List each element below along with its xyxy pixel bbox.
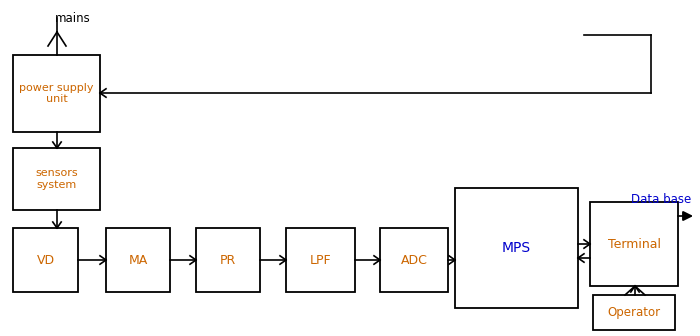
- Bar: [593, 295, 675, 330]
- Bar: [196, 228, 260, 292]
- Text: ADC: ADC: [400, 253, 428, 266]
- Bar: [590, 202, 678, 286]
- Text: PR: PR: [220, 253, 236, 266]
- Text: power supply
unit: power supply unit: [20, 83, 94, 104]
- Text: sensors
system: sensors system: [35, 168, 78, 190]
- Text: MPS: MPS: [502, 241, 531, 255]
- Bar: [380, 228, 448, 292]
- Text: Data base: Data base: [631, 193, 691, 206]
- Bar: [13, 228, 78, 292]
- Text: LPF: LPF: [309, 253, 331, 266]
- Text: Operator: Operator: [608, 306, 661, 319]
- Bar: [286, 228, 355, 292]
- Bar: [13, 148, 100, 210]
- Text: mains: mains: [55, 12, 91, 25]
- Text: Terminal: Terminal: [608, 238, 661, 251]
- Bar: [106, 228, 170, 292]
- Text: MA: MA: [128, 253, 148, 266]
- Bar: [13, 55, 100, 132]
- Bar: [455, 188, 578, 308]
- Text: VD: VD: [36, 253, 55, 266]
